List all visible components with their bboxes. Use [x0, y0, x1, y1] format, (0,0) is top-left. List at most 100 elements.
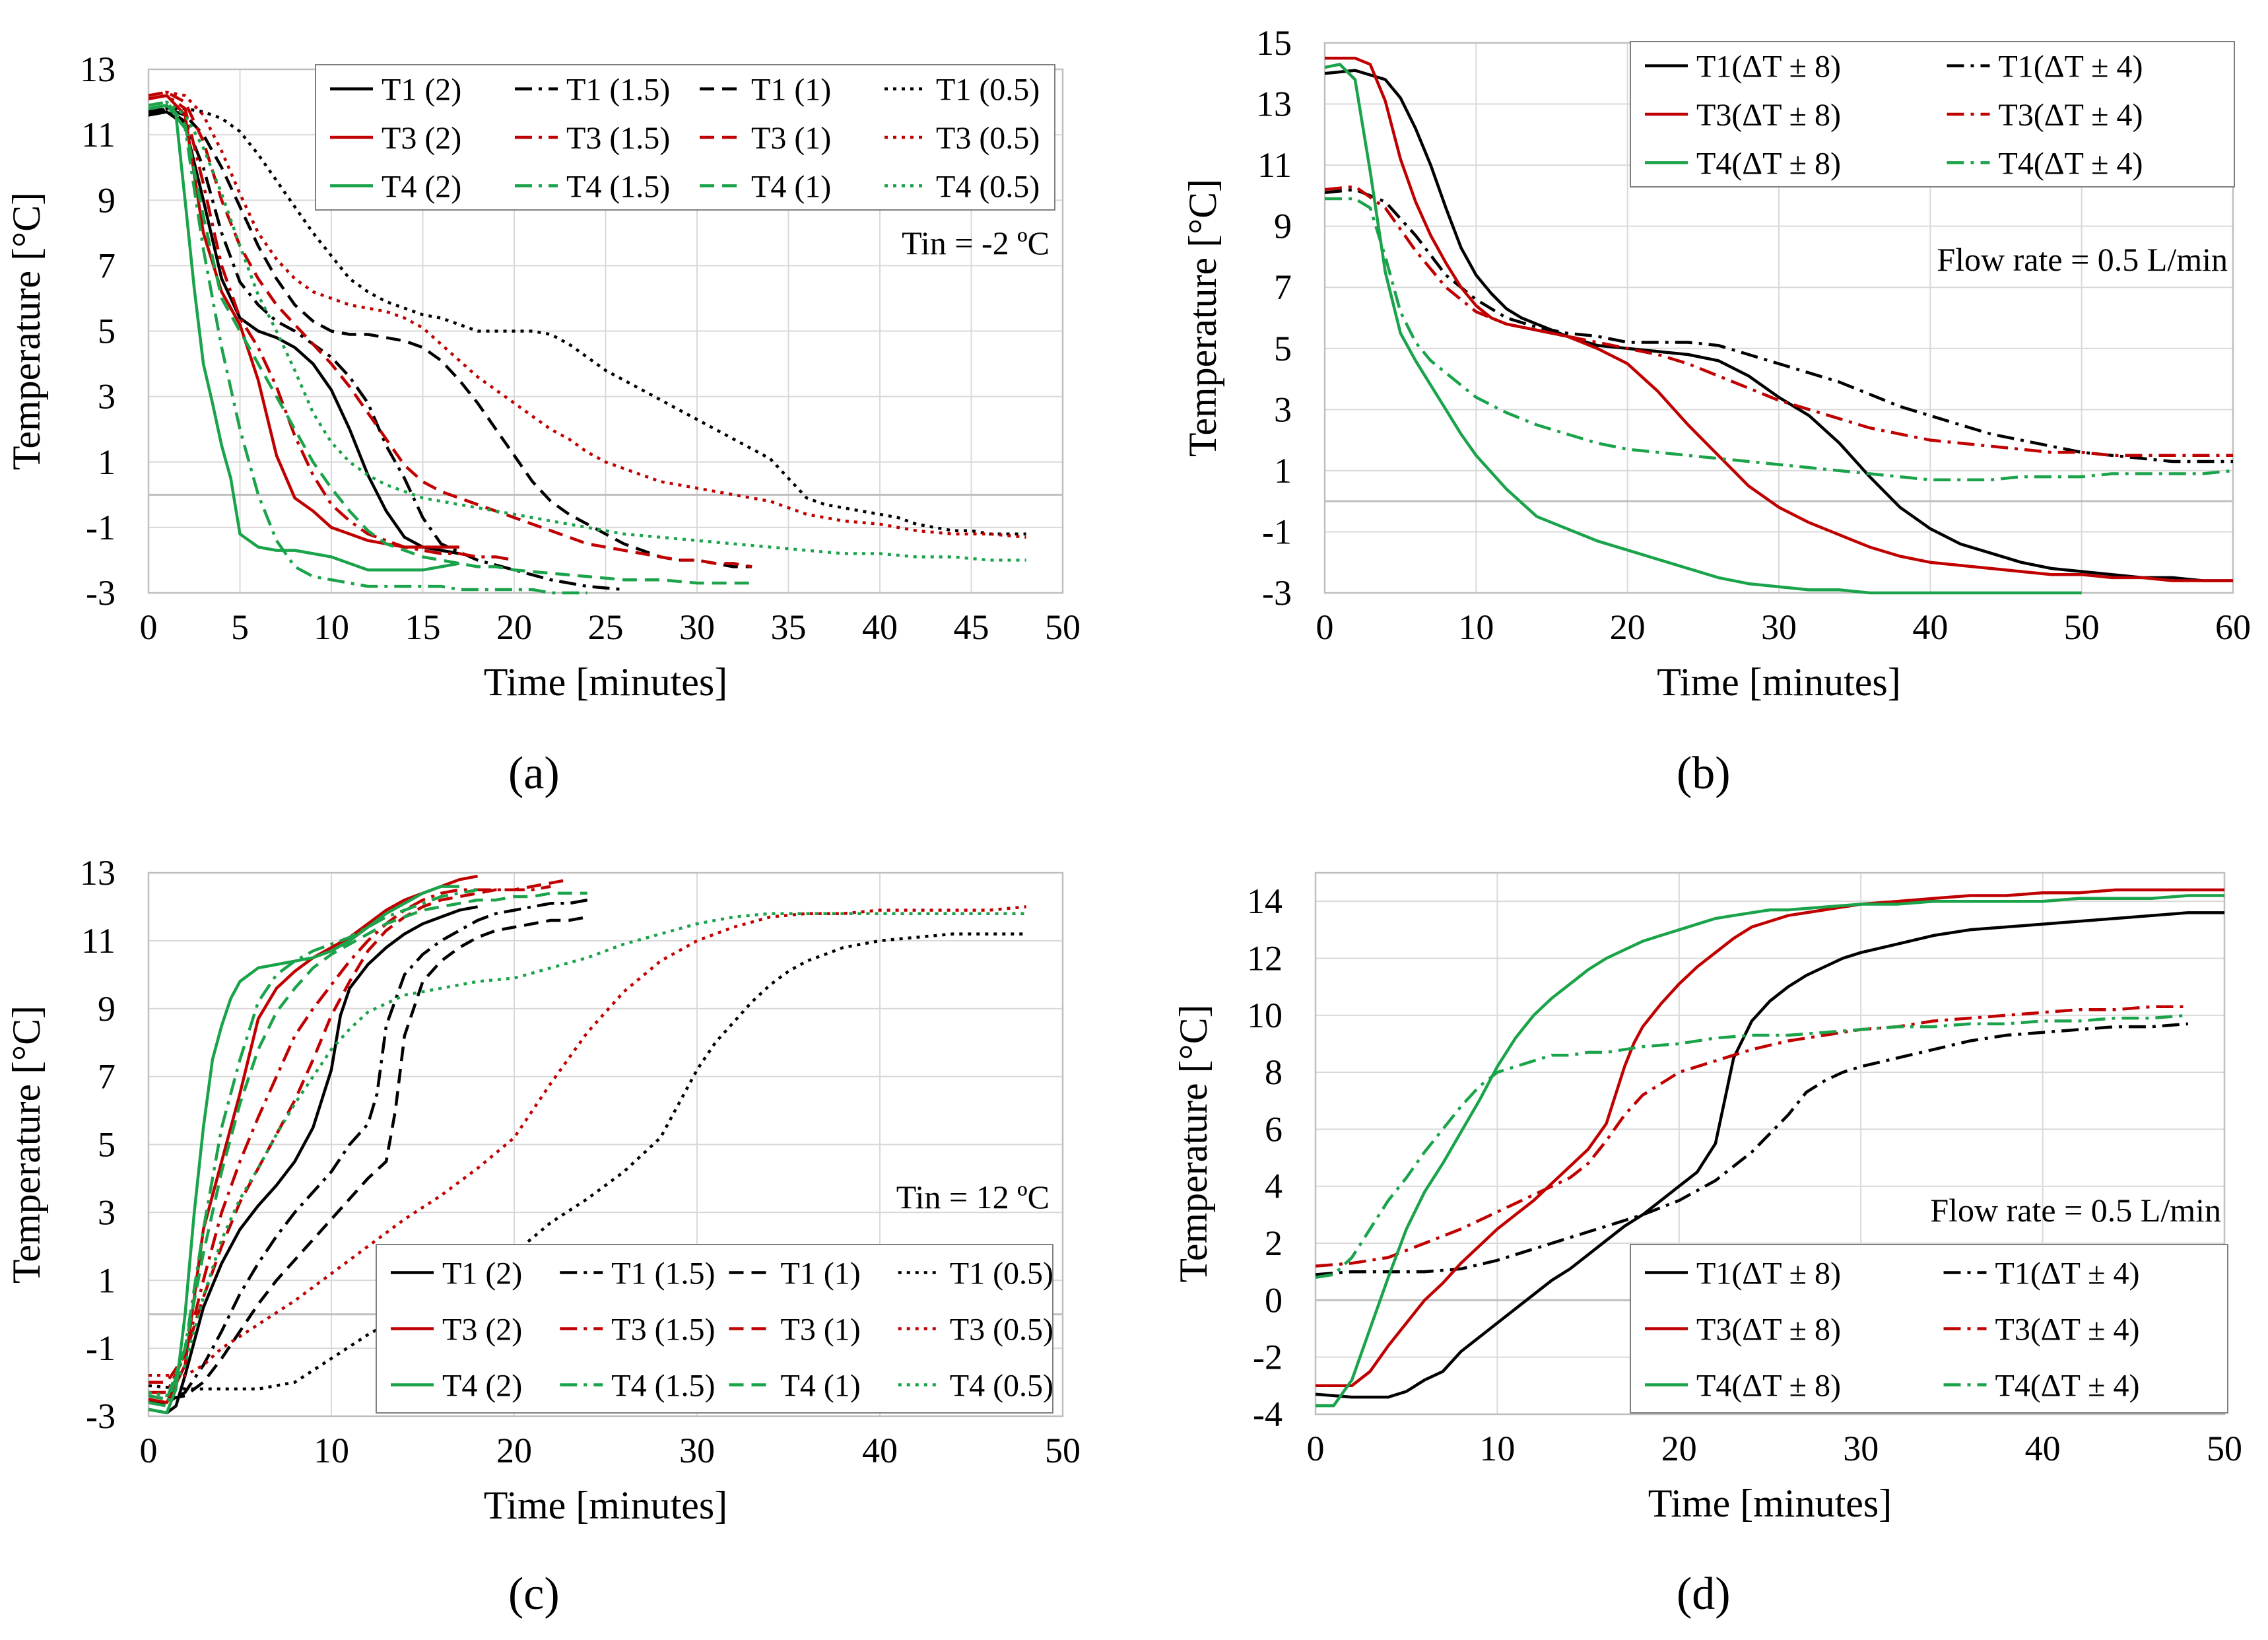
legend-label: T1 (2): [382, 73, 461, 108]
legend: T1 (2) T1 (1.5) T1 (1) T1 (0.5) T3 (2) T3 (1.…: [315, 64, 1055, 211]
series-line-t4-2-: [149, 104, 460, 572]
y-tick-label: 8: [1265, 1052, 1283, 1092]
y-tick-label: 13: [1256, 85, 1292, 124]
series-line-t1-1-: [149, 107, 752, 568]
legend-label: T3 (1): [781, 1313, 861, 1348]
legend-label: T4 (2): [442, 1369, 522, 1404]
x-tick-label: 50: [1045, 607, 1081, 647]
legend-label: T1 (1): [781, 1256, 861, 1291]
series-line-t1-t-8-: [1325, 69, 2233, 582]
x-tick-label: 20: [1661, 1429, 1697, 1468]
x-tick-label: 20: [496, 607, 532, 647]
x-tick-label: 25: [588, 607, 624, 647]
series-line-t4-t-4-: [1316, 1013, 2189, 1280]
x-tick-label: 30: [1843, 1429, 1879, 1468]
x-tick-label: 20: [496, 1431, 532, 1470]
x-tick-label: 30: [1761, 607, 1797, 647]
series-line-t4-0-5-: [149, 912, 1026, 1398]
legend-label: T4 (2): [382, 169, 461, 204]
x-tick-label: 40: [1912, 607, 1948, 647]
y-axis-title: Temperature [°C]: [1172, 1004, 1215, 1282]
x-axis-title: Time [minutes]: [484, 1484, 727, 1527]
legend-label: T3 (0.5): [936, 121, 1040, 156]
panel-label-c: (c): [508, 1569, 560, 1620]
y-tick-label: 11: [81, 115, 116, 154]
legend-label: T3 (1.5): [611, 1313, 715, 1348]
series-group: [1325, 56, 2233, 595]
y-tick-label: -1: [86, 508, 116, 547]
series-line-t1-t-4-: [1316, 1022, 2189, 1276]
y-tick-label: 13: [80, 853, 116, 893]
series-line-t1-0-5-: [149, 932, 1026, 1391]
x-tick-label: 10: [314, 1431, 349, 1470]
series-line-t4-t-8-: [1325, 63, 2082, 595]
y-tick-label: -2: [1253, 1338, 1283, 1377]
legend: T1 (2) T1 (1.5) T1 (1) T1 (0.5) T3 (2) T3 (1.…: [376, 1244, 1053, 1414]
y-tick-label: 7: [1274, 267, 1292, 307]
series-line-t1-2-: [149, 110, 460, 555]
plot-area: [147, 871, 1064, 1418]
x-tick-label: 10: [1458, 607, 1494, 647]
series-line-t3-1-5-: [149, 94, 515, 562]
legend-label: T4 (0.5): [936, 169, 1040, 204]
y-tick-label: 12: [1247, 938, 1283, 978]
panel-label-a: (a): [508, 748, 560, 799]
y-tick-label: 5: [1274, 329, 1292, 368]
x-tick-label: 5: [231, 607, 249, 647]
legend-label: T3 (2): [442, 1313, 522, 1348]
series-line-t4-t-4-: [1325, 197, 2233, 482]
y-tick-label: 7: [98, 1057, 116, 1097]
series-line-t1-0-5-: [149, 107, 1026, 536]
legend-label: T4 (1): [781, 1369, 861, 1404]
legend-label: T4(ΔT ± 8): [1696, 146, 1841, 181]
x-tick-label: 40: [862, 1431, 898, 1470]
x-tick-label: 0: [1316, 607, 1334, 647]
y-tick-label: -1: [1262, 512, 1292, 551]
y-tick-label: -3: [86, 1396, 116, 1436]
x-tick-label: 40: [862, 607, 898, 647]
y-tick-label: -3: [86, 573, 116, 613]
series-line-t3-1-: [149, 878, 570, 1384]
legend-box: [315, 64, 1055, 211]
legend-label: T3 (0.5): [950, 1313, 1053, 1348]
legend-label: T3(ΔT ± 4): [1995, 1313, 2140, 1348]
y-tick-label: 3: [1274, 390, 1292, 429]
chart-annotation: Flow rate = 0.5 L/min: [1937, 241, 2228, 278]
y-tick-label: 2: [1265, 1223, 1283, 1263]
x-tick-label: 40: [2025, 1429, 2061, 1468]
series-line-t1-t-4-: [1325, 188, 2233, 463]
y-tick-label: -1: [86, 1328, 116, 1368]
series-line-t3-1-5-: [149, 885, 551, 1394]
x-tick-label: 50: [2207, 1429, 2242, 1468]
y-tick-label: 11: [81, 921, 116, 961]
legend-label: T4(ΔT ± 4): [1999, 146, 2143, 181]
y-tick-label: 3: [98, 377, 116, 417]
y-tick-label: 10: [1247, 996, 1283, 1035]
series-line-t4-1-5-: [149, 104, 587, 595]
y-tick-label: 5: [98, 1125, 116, 1165]
x-tick-label: 0: [140, 607, 158, 647]
x-tick-label: 50: [2064, 607, 2100, 647]
legend-label: T1(ΔT ± 8): [1696, 50, 1841, 85]
legend: T1(ΔT ± 8) T1(ΔT ± 4) T3(ΔT ± 8) T3(ΔT ± 4)…: [1630, 1244, 2228, 1414]
series-line-t3-t-8-: [1325, 56, 2233, 582]
series-line-t3-1-: [149, 90, 752, 568]
y-axis-title: Temperature [°C]: [1181, 179, 1224, 457]
legend-label: T1(ΔT ± 4): [1999, 50, 2143, 85]
series-line-t4-2-: [149, 885, 459, 1415]
legend-label: T1 (1): [751, 73, 831, 108]
y-tick-label: 9: [1274, 207, 1292, 246]
x-tick-label: 45: [954, 607, 989, 647]
legend-label: T3 (1.5): [566, 121, 670, 156]
x-tick-label: 30: [679, 607, 715, 647]
series-line-t1-1-5-: [149, 898, 588, 1404]
y-tick-label: 13: [80, 50, 116, 89]
x-tick-label: 60: [2215, 607, 2251, 647]
legend-label: T1(ΔT ± 8): [1696, 1256, 1841, 1291]
y-tick-label: 3: [98, 1192, 116, 1232]
legend-label: T4(ΔT ± 8): [1696, 1369, 1841, 1404]
y-tick-label: 15: [1256, 23, 1292, 63]
y-tick-label: -3: [1262, 573, 1292, 613]
